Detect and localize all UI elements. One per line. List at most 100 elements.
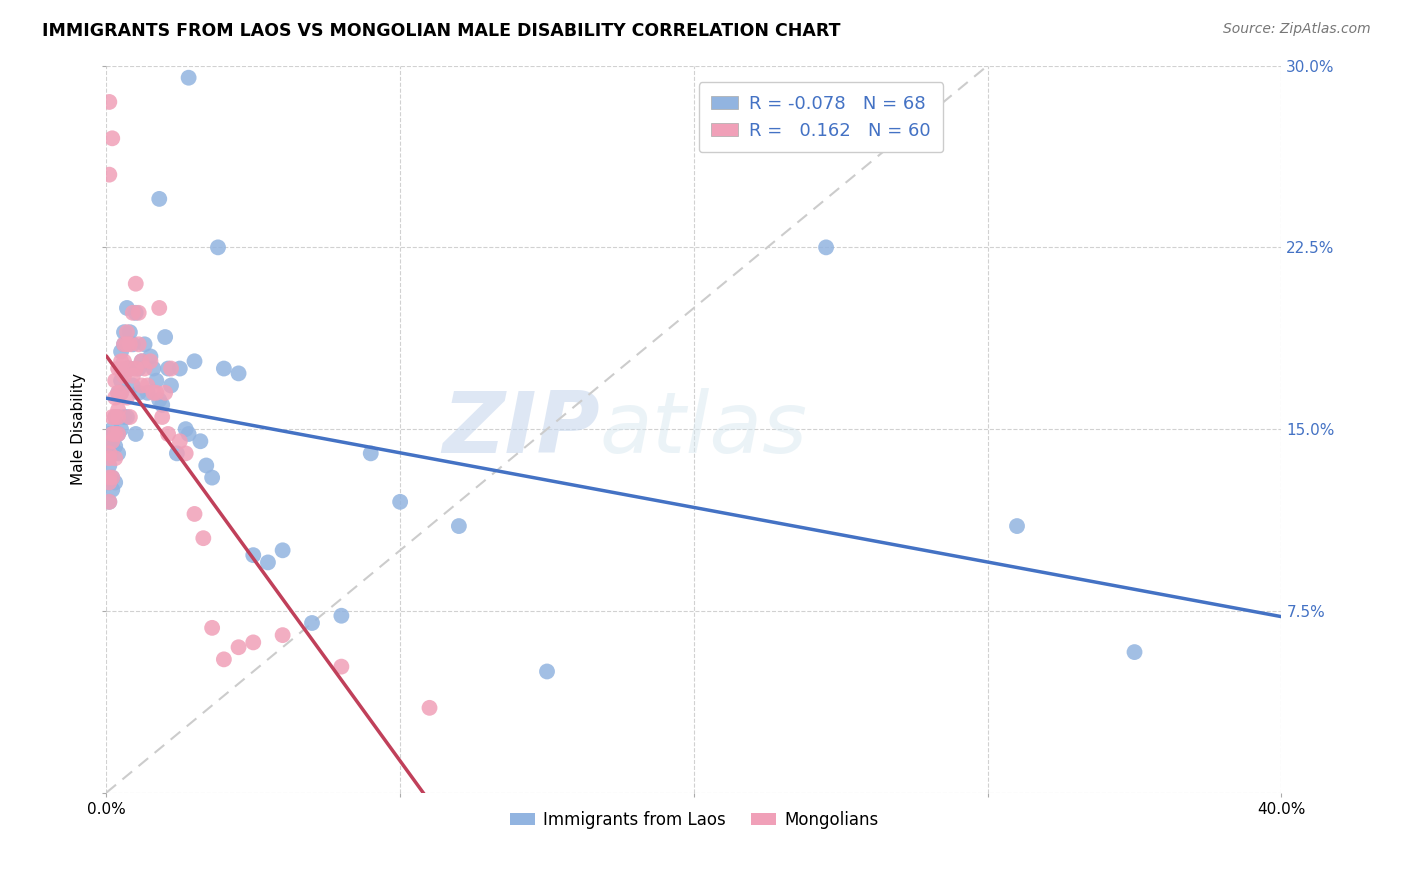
Point — [195, 458, 218, 473]
Point — [271, 543, 294, 558]
Point — [148, 392, 170, 407]
Point — [110, 361, 132, 376]
Point — [139, 354, 162, 368]
Point — [104, 409, 127, 424]
Point — [121, 368, 143, 383]
Point — [104, 374, 127, 388]
Point — [110, 344, 132, 359]
Point — [242, 635, 264, 649]
Point — [201, 621, 224, 635]
Point — [1005, 519, 1028, 533]
Point — [330, 659, 353, 673]
Point — [148, 301, 170, 315]
Point — [150, 398, 173, 412]
Point — [228, 367, 250, 381]
Point — [142, 361, 165, 376]
Point — [110, 385, 132, 400]
Point — [115, 301, 138, 315]
Point — [157, 361, 180, 376]
Point — [98, 470, 121, 484]
Point — [104, 427, 127, 442]
Text: IMMIGRANTS FROM LAOS VS MONGOLIAN MALE DISABILITY CORRELATION CHART: IMMIGRANTS FROM LAOS VS MONGOLIAN MALE D… — [42, 22, 841, 40]
Point — [104, 391, 127, 405]
Point — [177, 427, 200, 442]
Point — [112, 337, 135, 351]
Point — [121, 337, 143, 351]
Text: atlas: atlas — [600, 388, 808, 471]
Point — [98, 475, 121, 490]
Point — [101, 422, 124, 436]
Point — [212, 361, 235, 376]
Point — [190, 434, 212, 449]
Point — [131, 378, 153, 392]
Point — [271, 628, 294, 642]
Point — [118, 409, 141, 424]
Point — [112, 354, 135, 368]
Point — [98, 446, 121, 460]
Point — [118, 361, 141, 376]
Point — [112, 368, 135, 383]
Point — [115, 391, 138, 405]
Point — [177, 70, 200, 85]
Point — [536, 665, 558, 679]
Point — [257, 556, 280, 570]
Point — [131, 354, 153, 368]
Point — [101, 483, 124, 497]
Point — [107, 409, 129, 424]
Point — [128, 385, 150, 400]
Point — [121, 306, 143, 320]
Point — [107, 427, 129, 442]
Point — [136, 385, 159, 400]
Point — [98, 458, 121, 473]
Point — [107, 409, 129, 424]
Point — [112, 337, 135, 351]
Point — [815, 240, 838, 254]
Point — [207, 240, 229, 254]
Text: Source: ZipAtlas.com: Source: ZipAtlas.com — [1223, 22, 1371, 37]
Point — [228, 640, 250, 655]
Point — [125, 427, 148, 442]
Point — [107, 446, 129, 460]
Point — [169, 434, 191, 449]
Legend: Immigrants from Laos, Mongolians: Immigrants from Laos, Mongolians — [503, 804, 884, 835]
Point — [212, 652, 235, 666]
Point — [201, 470, 224, 484]
Point — [110, 354, 132, 368]
Point — [115, 361, 138, 376]
Point — [115, 409, 138, 424]
Point — [145, 374, 167, 388]
Point — [98, 427, 121, 442]
Point — [153, 330, 176, 344]
Point — [98, 475, 121, 490]
Point — [101, 131, 124, 145]
Point — [418, 701, 440, 715]
Point — [169, 361, 191, 376]
Point — [128, 337, 150, 351]
Point — [118, 361, 141, 376]
Text: ZIP: ZIP — [443, 388, 600, 471]
Point — [110, 422, 132, 436]
Point — [107, 361, 129, 376]
Point — [301, 615, 323, 630]
Point — [107, 427, 129, 442]
Point — [330, 608, 353, 623]
Point — [115, 337, 138, 351]
Point — [98, 95, 121, 109]
Point — [166, 446, 188, 460]
Point — [98, 495, 121, 509]
Point — [160, 378, 183, 392]
Point — [148, 192, 170, 206]
Point — [112, 409, 135, 424]
Point — [101, 427, 124, 442]
Point — [98, 168, 121, 182]
Point — [121, 378, 143, 392]
Point — [104, 475, 127, 490]
Point — [104, 451, 127, 466]
Point — [104, 409, 127, 424]
Point — [104, 427, 127, 442]
Point — [101, 409, 124, 424]
Point — [134, 361, 156, 376]
Point — [125, 306, 148, 320]
Point — [128, 361, 150, 376]
Point — [145, 385, 167, 400]
